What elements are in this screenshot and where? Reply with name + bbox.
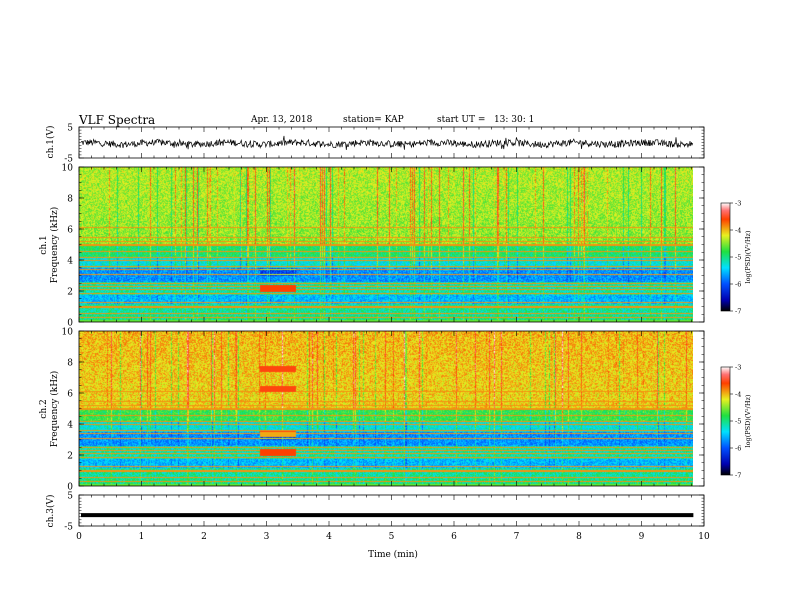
colorbar-ch1: -3 -4 -5 -6 -7 log(PSD)(V²/Hz) xyxy=(720,200,752,316)
ch1-waveform-panel: ch.1(V) 5 -5 xyxy=(45,124,705,165)
colorbar-ch2-label: log(PSD)(V²/Hz) xyxy=(744,394,752,447)
ch3-waveform-ytick-label: 5 xyxy=(67,492,73,502)
colorbar-ch2-tick-label: -6 xyxy=(735,445,741,453)
time-tick-label: 4 xyxy=(326,532,332,542)
time-tick-label: 2 xyxy=(201,532,207,542)
ch3-ylabel: ch.3(V) xyxy=(45,495,56,528)
ch2-spectrogram-panel: ch.2 Frequency (kHz) 0 2 4 6 8 10 xyxy=(39,328,705,493)
time-tick-label: 10 xyxy=(698,532,710,542)
time-tick-label: 7 xyxy=(514,532,520,542)
ch1-waveform-line xyxy=(80,135,694,150)
time-tick-label: 3 xyxy=(264,532,270,542)
time-axis-label: Time (min) xyxy=(368,549,418,560)
ch2-spectrogram-image xyxy=(79,331,693,486)
station-label: station= KAP xyxy=(343,115,404,125)
ch1-spectrogram-ytick-label: 6 xyxy=(67,226,73,236)
start-time-label: start UT = 13: 30: 1 xyxy=(437,115,535,125)
ch2-spectrogram-ytick-label: 2 xyxy=(67,452,73,462)
ch1-spectrogram-ytick-label: 8 xyxy=(67,195,73,205)
colorbar-ch1-tick-label: -6 xyxy=(735,281,741,289)
colorbar-ch2: -3 -4 -5 -6 -7 log(PSD)(V²/Hz) xyxy=(720,364,752,480)
ch3-waveform-panel: ch.3(V) 5 -5 xyxy=(45,492,705,533)
ch1-channel-label: ch.1 xyxy=(39,235,49,254)
ch1-frequency-label: Frequency (kHz) xyxy=(49,207,60,284)
ch1-waveform-ytick-label: -5 xyxy=(64,155,73,165)
ch2-spectrogram-ytick-label: 4 xyxy=(67,421,73,431)
ch2-spectrogram-ytick-label: 6 xyxy=(67,390,73,400)
ch2-channel-label: ch.2 xyxy=(39,399,49,418)
colorbar-ch1-tick-label: -7 xyxy=(735,308,741,316)
ch1-spectrogram-panel: ch.1 Frequency (kHz) 0 2 4 6 8 10 xyxy=(39,164,705,329)
colorbar-ch1-tick-label: -4 xyxy=(735,227,741,235)
ch2-spectrogram-ytick-label: 0 xyxy=(67,483,73,493)
ch1-spectrogram-ytick-label: 0 xyxy=(67,319,73,329)
ch1-spectrogram-ytick-label: 2 xyxy=(67,288,73,298)
ch2-frequency-label: Frequency (kHz) xyxy=(49,371,60,448)
colorbar-ch2-tick-label: -3 xyxy=(735,364,741,372)
colorbar-ch2-tick-label: -7 xyxy=(735,472,741,480)
time-tick-label: 0 xyxy=(76,532,82,542)
time-tick-label: 5 xyxy=(389,532,395,542)
ch2-spectrogram-ytick-label: 10 xyxy=(62,328,74,338)
time-axis: Time (min) 0 1 2 3 4 5 6 7 8 9 10 xyxy=(76,532,710,560)
colorbar-ch2-tick-label: -4 xyxy=(735,391,741,399)
ch2-spectrogram-ytick-label: 8 xyxy=(67,359,73,369)
time-tick-label: 1 xyxy=(139,532,145,542)
ch1-waveform-ytick-label: 5 xyxy=(67,124,73,134)
ch1-spectrogram-image xyxy=(79,167,693,322)
chart-title: VLF Spectra xyxy=(79,113,156,127)
ch1-spectrogram-ytick-label: 10 xyxy=(62,164,74,174)
colorbar-ch1-tick-label: -3 xyxy=(735,200,741,208)
colorbar-ch2-tick-label: -5 xyxy=(735,418,741,426)
ch1-spectrogram-ytick-label: 4 xyxy=(67,257,73,267)
time-tick-label: 6 xyxy=(451,532,457,542)
colorbar-ch2-gradient xyxy=(720,366,731,476)
date-label: Apr. 13, 2018 xyxy=(251,115,313,125)
ch1-ylabel: ch.1(V) xyxy=(45,126,56,159)
colorbar-ch1-tick-label: -5 xyxy=(735,254,741,262)
time-tick-label: 9 xyxy=(639,532,645,542)
time-tick-label: 8 xyxy=(576,532,582,542)
ch3-waveform-ytick-label: -5 xyxy=(64,523,73,533)
colorbar-ch1-label: log(PSD)(V²/Hz) xyxy=(744,230,752,283)
colorbar-ch1-gradient xyxy=(720,202,731,312)
